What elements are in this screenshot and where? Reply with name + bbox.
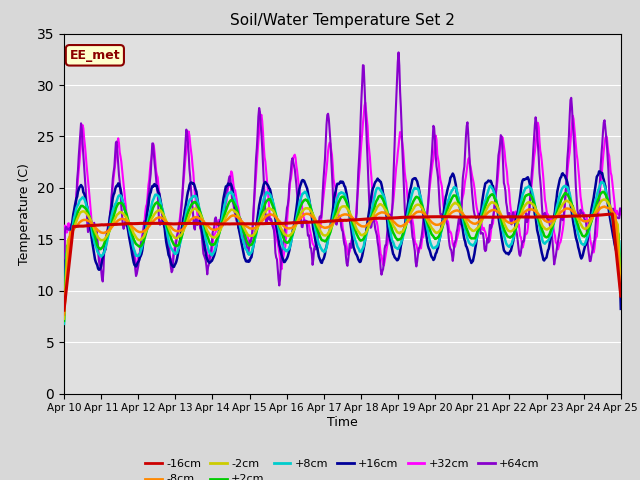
Text: EE_met: EE_met xyxy=(70,49,120,62)
X-axis label: Time: Time xyxy=(327,416,358,429)
Title: Soil/Water Temperature Set 2: Soil/Water Temperature Set 2 xyxy=(230,13,455,28)
Y-axis label: Temperature (C): Temperature (C) xyxy=(18,163,31,264)
Legend: -16cm, -8cm, -2cm, +2cm, +8cm, +16cm, +32cm, +64cm: -16cm, -8cm, -2cm, +2cm, +8cm, +16cm, +3… xyxy=(141,455,544,480)
